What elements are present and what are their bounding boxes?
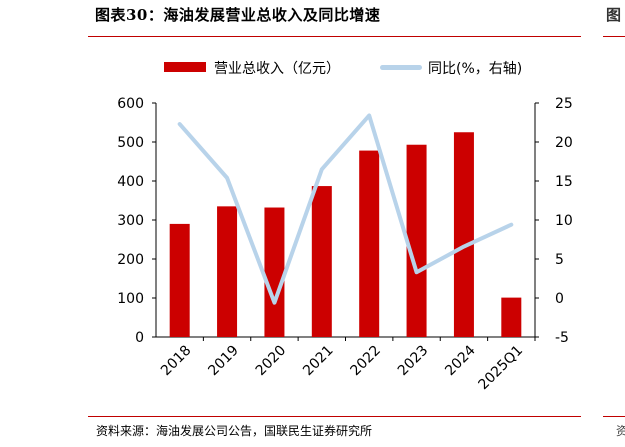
- x-axis-label-2022: 2022: [348, 343, 385, 380]
- bar-revenue-2024: [453, 132, 474, 337]
- bar-revenue-2019: [217, 206, 238, 337]
- bar-revenue-2022: [359, 150, 380, 337]
- source-divider: [88, 416, 581, 417]
- bar-revenue-2021: [311, 186, 332, 337]
- adjacent-page-source-divider: [603, 416, 625, 417]
- adjacent-page-source-fragment: 资: [616, 424, 625, 438]
- legend-swatch-line: [380, 65, 422, 70]
- line-yoy-growth: [177, 113, 514, 305]
- legend-label-revenue: 营业总收入（亿元）: [214, 61, 340, 77]
- x-axis-label-2019: 2019: [205, 343, 242, 380]
- adjacent-page-title-fragment: 图: [606, 6, 622, 24]
- adjacent-page-divider: [603, 36, 625, 37]
- chart-title: 图表30：海油发展营业总收入及同比增速: [95, 6, 381, 24]
- x-axis-label-2024: 2024: [442, 342, 479, 379]
- legend-swatch-bar: [164, 62, 206, 72]
- legend-label-yoy: 同比(%，右轴): [428, 61, 523, 77]
- right-axis-tick-label: 20: [555, 135, 573, 151]
- right-axis-tick-label: 10: [555, 213, 573, 229]
- bar-revenue-2023: [406, 144, 427, 337]
- right-axis-tick-label: 5: [555, 252, 564, 268]
- right-axis-tick-label: 0: [555, 291, 564, 307]
- left-axis-tick-label: 400: [117, 174, 144, 190]
- title-divider: [88, 36, 581, 37]
- right-axis-tick-label: 25: [555, 96, 573, 112]
- x-axis-label-2025Q1: 2025Q1: [476, 343, 527, 394]
- left-axis-tick-label: 300: [117, 213, 144, 229]
- bar-revenue-2020: [264, 207, 285, 337]
- left-axis-tick-label: 200: [117, 252, 144, 268]
- bar-revenue-2018: [169, 223, 190, 337]
- x-axis-label-2023: 2023: [395, 343, 432, 380]
- right-axis-tick-label: 15: [555, 174, 573, 190]
- bar-revenue-2025Q1: [501, 297, 522, 337]
- left-axis-tick-label: 500: [117, 135, 144, 151]
- left-axis-tick-label: 100: [117, 291, 144, 307]
- source-note: 资料来源：海油发展公司公告，国联民生证券研究所: [96, 424, 373, 438]
- left-axis-tick-label: 600: [117, 96, 144, 112]
- left-axis-tick-label: 0: [135, 330, 144, 346]
- x-axis-label-2018: 2018: [158, 343, 195, 380]
- right-axis-tick-label: -5: [555, 330, 569, 346]
- x-axis-label-2020: 2020: [253, 343, 290, 380]
- x-axis-label-2021: 2021: [300, 343, 337, 380]
